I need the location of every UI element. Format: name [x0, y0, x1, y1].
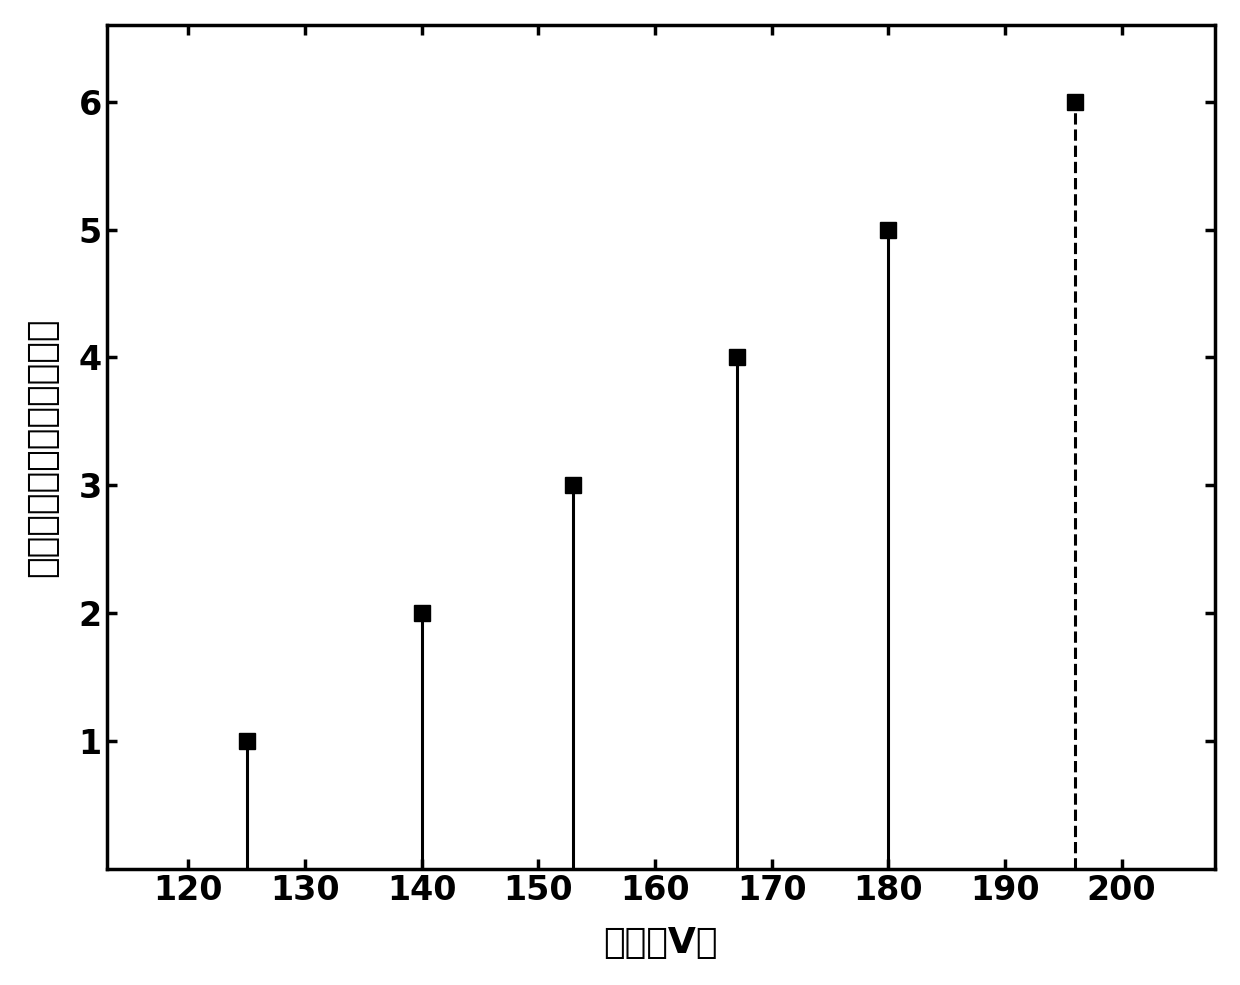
X-axis label: 幅度（V）: 幅度（V） — [604, 926, 718, 960]
Y-axis label: 单粒子翻转效应次数（次）: 单粒子翻转效应次数（次） — [25, 317, 60, 576]
